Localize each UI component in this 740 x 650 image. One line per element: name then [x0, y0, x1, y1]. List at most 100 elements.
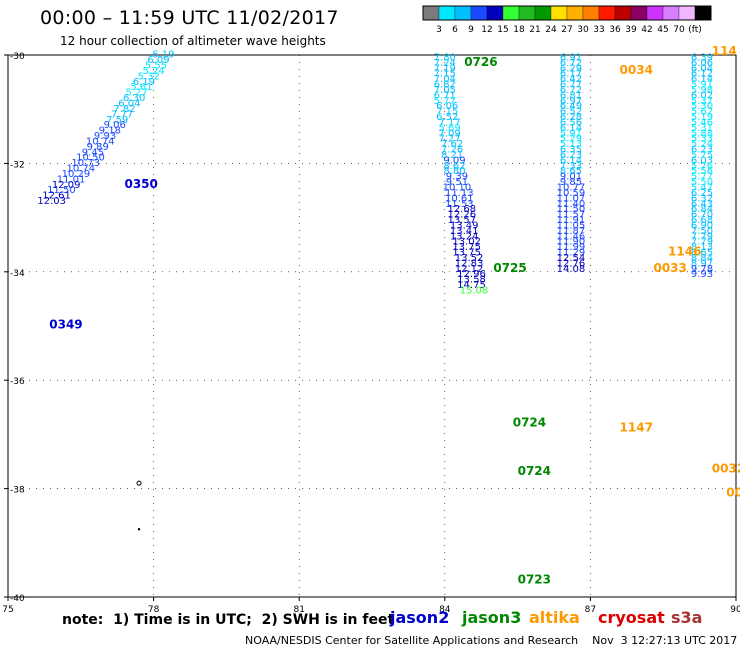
data-point: 11.91	[557, 215, 586, 226]
legend-label: 9	[468, 25, 474, 35]
legend-label: 21	[529, 25, 540, 35]
legend-label: 18	[513, 25, 525, 35]
data-point: 9.51	[446, 177, 468, 188]
time-label: 1147	[620, 421, 653, 435]
y-tick-label: -40	[10, 594, 25, 604]
data-point: 13.75	[452, 248, 481, 259]
x-tick-label: 78	[148, 605, 160, 615]
y-tick-label: -30	[10, 52, 25, 62]
data-point: 6.19	[152, 50, 174, 61]
data-point: 6.14	[560, 123, 582, 134]
data-point: 6.23	[560, 150, 582, 161]
legend-swatch	[438, 5, 456, 21]
data-point: 5.56	[691, 166, 713, 177]
page-title: 00:00 – 11:59 UTC 11/02/2017	[40, 7, 339, 29]
data-point: 7.17	[439, 117, 461, 128]
data-point: 13.75	[452, 242, 481, 253]
data-point: 7.82	[113, 104, 135, 115]
data-point: 6.43	[691, 199, 713, 210]
data-point: 5.37	[691, 96, 713, 107]
data-point: 12.61	[42, 191, 71, 202]
data-point: 6.14	[691, 74, 713, 85]
time-label: 0724	[513, 415, 546, 429]
data-point: 8.13	[691, 242, 713, 253]
time-label: 0723	[518, 572, 551, 586]
data-point: 6.72	[560, 85, 582, 96]
data-point: 10.10	[443, 183, 472, 194]
x-tick-label: 75	[2, 605, 13, 615]
data-point: 6.02	[691, 90, 713, 101]
time-label: 0033	[653, 261, 686, 275]
data-point: 6.72	[560, 58, 582, 69]
data-point: 6.68	[691, 215, 713, 226]
legend-swatch	[582, 5, 600, 21]
time-label: 0032	[712, 461, 740, 475]
data-point: 6.52	[436, 112, 458, 123]
data-point: 6.19	[133, 77, 155, 88]
legend-label: 30	[577, 25, 589, 35]
data-point: 13.24	[450, 231, 479, 242]
time-label: 0034	[620, 63, 653, 77]
data-point: 7.77	[111, 109, 133, 120]
data-point: 11.07	[557, 193, 586, 204]
data-point: 14.08	[557, 264, 586, 275]
time-label: 0726	[464, 55, 497, 69]
data-point: 5.32	[138, 71, 160, 82]
data-point: 6.39	[691, 52, 713, 63]
data-point: 9.01	[560, 172, 582, 183]
data-point: 12.54	[557, 253, 586, 264]
data-point: 10.61	[445, 193, 474, 204]
data-point: 10.29	[62, 169, 91, 180]
legend-swatch	[566, 5, 584, 21]
data-point: 6.77	[560, 80, 582, 91]
data-point: 9.18	[99, 126, 121, 137]
data-point: 5.19	[691, 112, 713, 123]
legend-swatch	[678, 5, 696, 21]
legend-label: 70	[673, 25, 685, 35]
data-point: 8.21	[441, 150, 463, 161]
data-point: 8.84	[691, 253, 713, 264]
legend-swatch	[454, 5, 472, 21]
data-point: 11.13	[445, 188, 474, 199]
data-point: 6.25	[691, 188, 713, 199]
data-point: 11.50	[557, 204, 586, 215]
data-point: 7.27	[439, 134, 461, 145]
data-point: 7.80	[434, 52, 456, 63]
data-point: 9.89	[87, 142, 109, 153]
data-point: 9.85	[560, 177, 582, 188]
data-point: 13.52	[455, 253, 484, 264]
data-point: 11.57	[557, 210, 586, 221]
data-point: 6.35	[560, 145, 582, 156]
data-point: 5.91	[691, 80, 713, 91]
data-point: 13.57	[447, 215, 476, 226]
data-point: 6.23	[691, 145, 713, 156]
data-point: 11.99	[557, 242, 586, 253]
data-point: 10.74	[86, 136, 115, 147]
data-point: 5.69	[439, 123, 461, 134]
data-point: 6.17	[560, 69, 582, 80]
data-point: 5.29	[560, 134, 582, 145]
data-point: 5.61	[130, 82, 152, 93]
data-point: 7.79	[691, 237, 713, 248]
data-point: 6.84	[691, 204, 713, 215]
data-point: 9.45	[82, 147, 104, 158]
x-tick-label: 84	[439, 605, 451, 615]
data-point: 6.30	[123, 93, 145, 104]
data-point: 13.02	[452, 237, 481, 248]
footer-text: NOAA/NESDIS Center for Satellite Applica…	[245, 634, 738, 647]
x-tick-label: 90	[730, 605, 740, 615]
data-point: 9.93	[94, 131, 116, 142]
data-point: 5.75	[691, 150, 713, 161]
data-point: 5.76	[691, 161, 713, 172]
island-marker	[137, 528, 141, 531]
sat-label-cryosat: cryosat	[598, 608, 665, 627]
note-text: note: 1) Time is in UTC; 2) SWH is in fe…	[62, 612, 395, 628]
data-point: 5.33	[691, 134, 713, 145]
time-label: 114	[712, 44, 737, 58]
legend-label: (ft)	[688, 25, 702, 35]
legend-label: 12	[481, 25, 492, 35]
data-point: 5.91	[560, 128, 582, 139]
data-point: 6.06	[436, 101, 458, 112]
data-point: 12.76	[557, 258, 586, 269]
